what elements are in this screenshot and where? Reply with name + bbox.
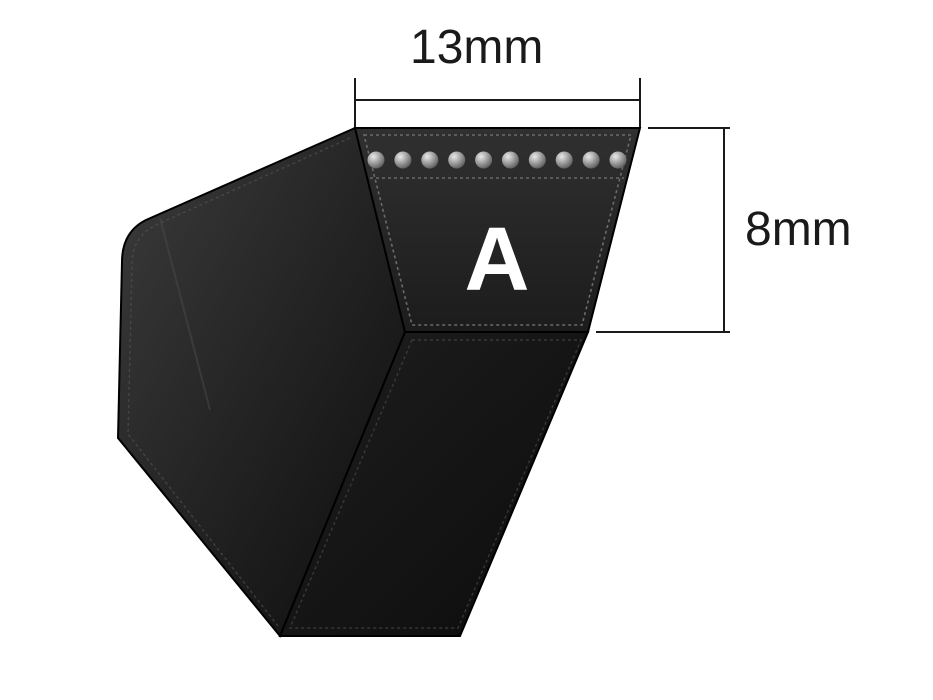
cord-circle bbox=[529, 152, 546, 169]
cord-circle bbox=[448, 152, 465, 169]
cord-circle bbox=[610, 152, 627, 169]
cord-circle bbox=[368, 152, 385, 169]
cord-circle bbox=[475, 152, 492, 169]
cord-circle bbox=[583, 152, 600, 169]
belt-diagram: 13mm 8mm bbox=[0, 0, 933, 700]
cord-circle bbox=[421, 152, 438, 169]
cord-circle bbox=[556, 152, 573, 169]
width-dimension-lines bbox=[355, 78, 640, 128]
profile-letter: A bbox=[465, 210, 530, 310]
belt-svg: A bbox=[0, 0, 933, 700]
cord-circle bbox=[394, 152, 411, 169]
cord-circle bbox=[502, 152, 519, 169]
